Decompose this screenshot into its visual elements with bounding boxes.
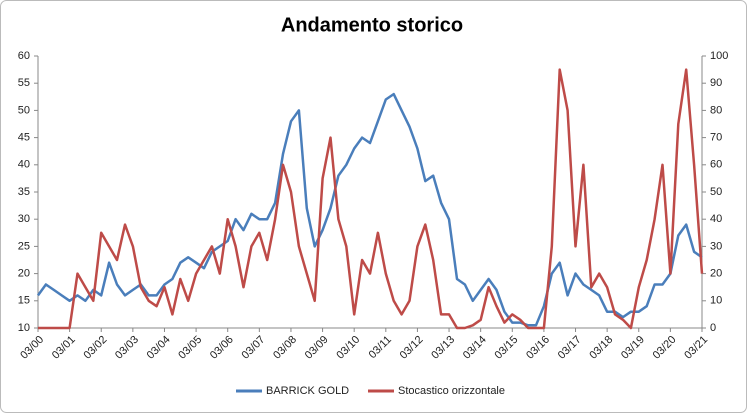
y2-tick-label: 60 bbox=[710, 159, 722, 171]
y2-tick-label: 100 bbox=[710, 50, 728, 62]
y2-tick-label: 80 bbox=[710, 104, 722, 116]
y-tick-label: 45 bbox=[18, 132, 30, 144]
y2-tick-label: 20 bbox=[710, 268, 722, 280]
y-tick-label: 10 bbox=[18, 322, 30, 334]
y2-tick-label: 90 bbox=[710, 77, 722, 89]
y-tick-label: 55 bbox=[18, 77, 30, 89]
y-tick-label: 25 bbox=[18, 240, 30, 252]
y2-tick-label: 30 bbox=[710, 240, 722, 252]
legend-label: BARRICK GOLD bbox=[266, 385, 349, 397]
y-tick-label: 60 bbox=[18, 50, 30, 62]
series-line bbox=[38, 68, 704, 330]
y-tick-label: 35 bbox=[18, 186, 30, 198]
legend-label: Stocastico orizzontale bbox=[398, 385, 505, 397]
y-tick-label: 20 bbox=[18, 268, 30, 280]
y2-tick-label: 10 bbox=[710, 295, 722, 307]
series-line bbox=[36, 92, 703, 327]
y2-tick-label: 40 bbox=[710, 213, 722, 225]
chart-title: Andamento storico bbox=[281, 14, 463, 36]
y2-tick-label: 0 bbox=[710, 322, 716, 334]
y-tick-label: 50 bbox=[18, 104, 30, 116]
y2-tick-label: 50 bbox=[710, 186, 722, 198]
y-tick-label: 15 bbox=[18, 295, 30, 307]
y-tick-label: 40 bbox=[18, 159, 30, 171]
y2-tick-label: 70 bbox=[710, 132, 722, 144]
y-tick-label: 30 bbox=[18, 213, 30, 225]
